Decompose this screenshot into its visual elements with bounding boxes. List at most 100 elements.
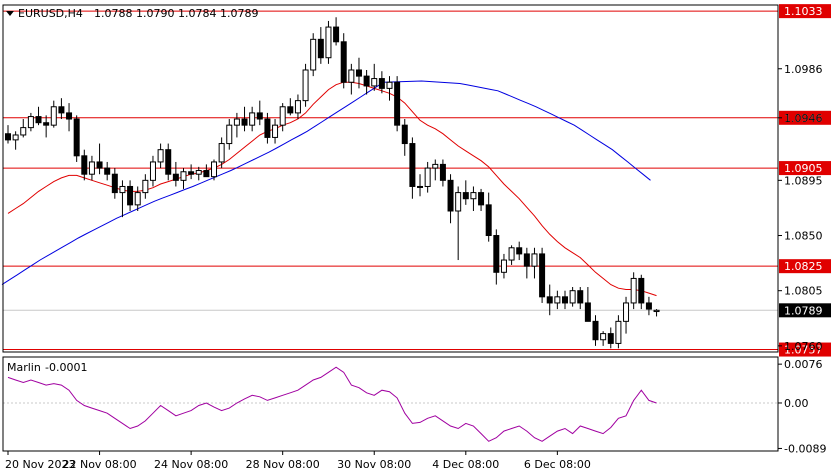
level-tag (779, 161, 831, 176)
candle-body (294, 100, 301, 114)
candle-body (104, 167, 111, 175)
candle-body (401, 124, 408, 145)
candle-body (516, 247, 523, 255)
candle-body (470, 192, 477, 200)
candle-body (447, 179, 454, 212)
candle (264, 112, 271, 144)
candle (142, 174, 149, 199)
candle-body (5, 133, 11, 141)
y-tick-label: 1.0760 (784, 340, 823, 353)
candle (96, 143, 103, 175)
candle (66, 103, 73, 132)
candle (249, 106, 256, 132)
candle-body (348, 69, 355, 83)
x-tick-label: 22 Nov 08:00 (62, 458, 136, 471)
candle (355, 57, 362, 89)
candle-body (615, 320, 622, 344)
candle (455, 186, 462, 261)
candle (233, 112, 240, 138)
candle-body (523, 253, 530, 267)
candle (317, 27, 324, 64)
candle (180, 168, 187, 189)
candle (58, 98, 65, 120)
candle-body (394, 81, 401, 126)
candle (256, 100, 263, 126)
candle (363, 69, 370, 95)
indicator-panel: 0.0076 0.00 -0.0089 (3, 358, 826, 455)
y-tick-label: 1.0986 (784, 63, 823, 76)
y-tick-label: 1.0850 (784, 230, 823, 243)
candle (371, 63, 378, 91)
candle-body (302, 69, 309, 102)
candle (394, 76, 401, 132)
candle (516, 241, 523, 261)
candle (27, 112, 34, 132)
candle-body (165, 149, 172, 175)
indicator-value: -0.0001 (45, 361, 87, 374)
current-price-tag (779, 303, 831, 318)
indicator-name: Marlin (7, 361, 41, 374)
candle-body (256, 112, 263, 120)
menu-triangle-icon[interactable] (6, 11, 14, 16)
candle (188, 164, 195, 180)
moving-averages (1, 80, 657, 297)
x-tick-label: 24 Nov 08:00 (154, 458, 228, 471)
candle-body (172, 173, 179, 181)
candle-body (317, 38, 324, 59)
y-tick-label: 1.0805 (784, 285, 823, 298)
candle (5, 125, 11, 144)
level-tag-label: 1.0905 (784, 162, 823, 175)
level-tag-label: 1.1033 (784, 5, 823, 18)
candle-body (378, 78, 385, 89)
candle (478, 188, 485, 211)
candle-body (188, 171, 195, 175)
candle (569, 287, 576, 307)
candle (195, 166, 202, 181)
level-tag (779, 259, 831, 274)
candle (432, 159, 439, 181)
level-tag-label: 1.0946 (784, 112, 823, 125)
candle-body (500, 259, 507, 273)
level-lines: 1.1033 1.0946 1.0905 1.0825 1.0757 1.0789 (3, 4, 831, 357)
candle-body (81, 155, 88, 175)
candle (546, 284, 553, 316)
candle (409, 137, 416, 199)
candle (226, 119, 233, 150)
candle (20, 119, 27, 138)
candle (378, 71, 385, 94)
level-tag (779, 4, 831, 19)
candle (172, 161, 179, 187)
candle (43, 115, 50, 138)
candle-body (439, 163, 446, 181)
candle (12, 131, 19, 150)
x-tick-label: 30 Nov 08:00 (337, 458, 411, 471)
candle (279, 103, 286, 132)
candle (325, 20, 332, 64)
candle-body (645, 302, 652, 310)
candle (531, 247, 538, 279)
candle-body (195, 170, 202, 175)
candle-body (203, 170, 210, 178)
candle-body (233, 118, 240, 126)
candle (615, 315, 622, 349)
candle-body (638, 277, 645, 304)
level-tag-label: 1.0825 (784, 260, 823, 273)
candle-body (539, 253, 546, 298)
ma-fast-line (7, 81, 657, 297)
candle-body (119, 185, 126, 194)
candle-body (149, 161, 156, 181)
candle-body (241, 118, 248, 126)
candle (294, 94, 301, 120)
candle-body (96, 161, 103, 169)
candle-body (371, 78, 378, 87)
candle-body (653, 309, 660, 313)
candle (287, 98, 294, 116)
candle-body (569, 290, 576, 304)
candle (50, 100, 57, 128)
x-tick-label: 20 Nov 2023 (5, 458, 75, 471)
candle (134, 186, 141, 211)
x-tick-label: 4 Dec 08:00 (432, 458, 499, 471)
candle (157, 143, 164, 169)
candle-body (142, 179, 149, 194)
candle (523, 247, 530, 279)
